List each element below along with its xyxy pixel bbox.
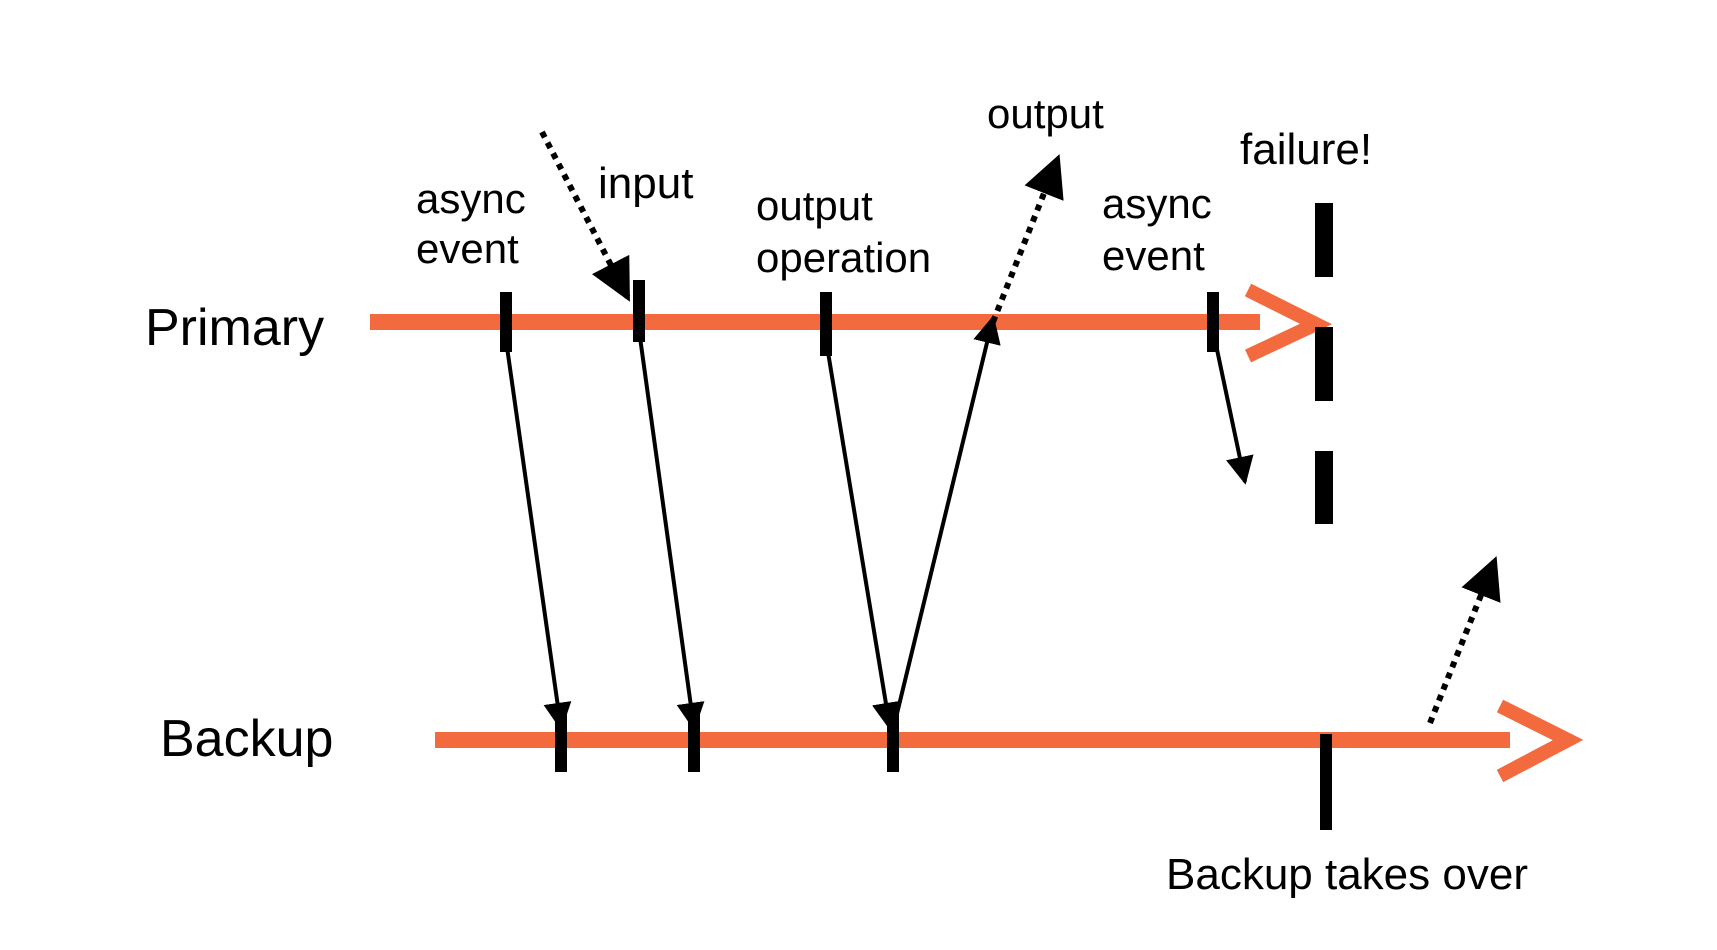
output-label: output — [987, 90, 1104, 137]
async-event-label-2-line1: async — [1102, 180, 1212, 227]
lost-log-message — [1213, 339, 1254, 485]
log-message-input — [637, 329, 705, 731]
backup-label: Backup — [160, 710, 333, 768]
log-message-output-operation — [824, 339, 900, 731]
async-event-label-1-line1: async — [416, 175, 526, 222]
async-event-label-1-line2: event — [416, 225, 519, 272]
output-arrow-primary — [990, 154, 1064, 324]
output-arrow-backup — [1427, 556, 1501, 725]
failure-label: failure! — [1240, 125, 1372, 174]
backup-timeline-arrowhead — [1496, 699, 1584, 783]
primary-label: Primary — [145, 299, 324, 357]
ack-message-to-primary — [891, 315, 1001, 731]
primary-timeline-arrowhead — [1244, 283, 1333, 363]
backup-takes-over-label: Backup takes over — [1166, 850, 1528, 899]
input-arrow — [539, 130, 631, 302]
input-label: input — [598, 159, 693, 208]
output-operation-label-line1: output — [756, 182, 873, 229]
log-message-async-event — [504, 339, 572, 731]
output-operation-label-line2: operation — [756, 234, 931, 281]
async-event-label-2-line2: event — [1102, 232, 1205, 279]
